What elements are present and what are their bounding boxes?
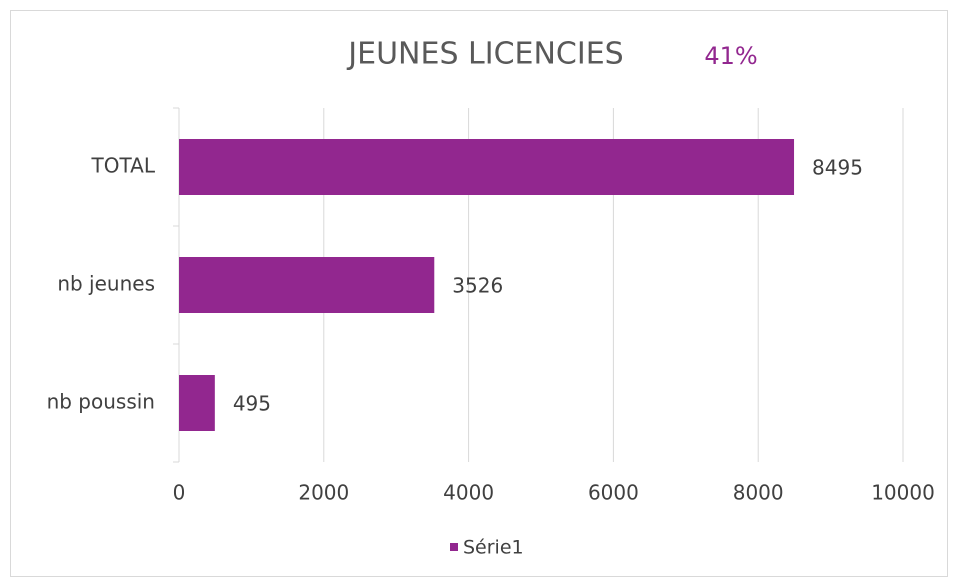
bar — [179, 375, 215, 431]
data-label: 495 — [233, 392, 271, 416]
bar — [179, 257, 435, 313]
x-tick-label: 8000 — [733, 481, 784, 505]
y-tick-label: nb jeunes — [57, 272, 155, 296]
x-tick-label: 6000 — [588, 481, 639, 505]
x-tick-label: 0 — [173, 481, 186, 505]
y-tick-label: TOTAL — [91, 154, 156, 178]
chart-border — [10, 10, 948, 577]
x-tick-label: 4000 — [443, 481, 494, 505]
x-tick-label: 10000 — [871, 481, 935, 505]
data-label: 3526 — [452, 274, 503, 298]
data-label: 8495 — [812, 156, 863, 180]
legend-label: Série1 — [463, 537, 524, 559]
legend-swatch — [450, 543, 458, 551]
bar — [179, 139, 795, 195]
y-tick-label: nb poussin — [47, 390, 155, 414]
annotation: 41% — [704, 42, 757, 70]
chart-title: JEUNES LICENCIES — [346, 37, 623, 72]
x-tick-label: 2000 — [298, 481, 349, 505]
